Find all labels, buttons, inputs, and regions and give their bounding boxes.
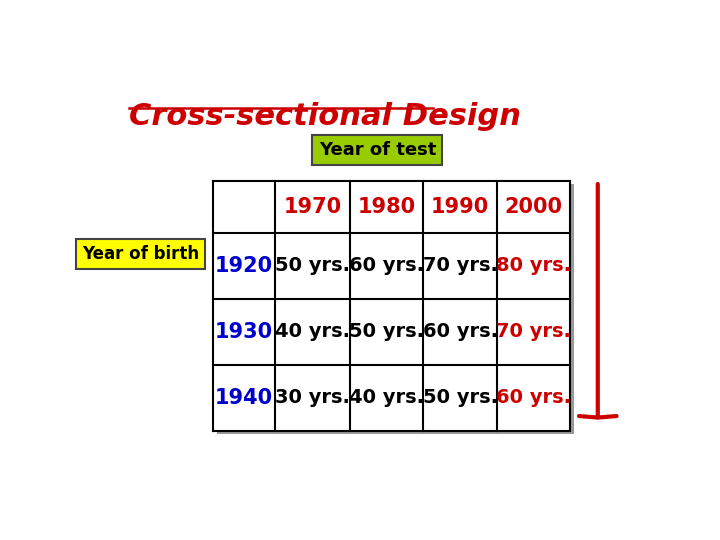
Text: 70 yrs.: 70 yrs. xyxy=(423,256,498,275)
Text: 60 yrs.: 60 yrs. xyxy=(349,256,424,275)
Text: 30 yrs.: 30 yrs. xyxy=(275,388,350,407)
Text: 1930: 1930 xyxy=(215,322,273,342)
Text: 50 yrs.: 50 yrs. xyxy=(423,388,498,407)
Text: 50 yrs.: 50 yrs. xyxy=(275,256,350,275)
Text: 1990: 1990 xyxy=(431,197,489,217)
Text: 1920: 1920 xyxy=(215,256,273,276)
Text: Cross-sectional Design: Cross-sectional Design xyxy=(129,102,521,131)
Text: 2000: 2000 xyxy=(504,197,562,217)
Text: 80 yrs.: 80 yrs. xyxy=(496,256,571,275)
Text: 70 yrs.: 70 yrs. xyxy=(496,322,571,341)
Text: 40 yrs.: 40 yrs. xyxy=(275,322,350,341)
Text: 1980: 1980 xyxy=(358,197,416,217)
Text: Year of birth: Year of birth xyxy=(81,245,199,263)
Text: 1970: 1970 xyxy=(284,197,342,217)
FancyBboxPatch shape xyxy=(217,184,574,434)
Text: 50 yrs.: 50 yrs. xyxy=(349,322,424,341)
Text: 1940: 1940 xyxy=(215,388,273,408)
Text: 40 yrs.: 40 yrs. xyxy=(349,388,424,407)
Text: 60 yrs.: 60 yrs. xyxy=(423,322,498,341)
Text: 60 yrs.: 60 yrs. xyxy=(496,388,571,407)
FancyBboxPatch shape xyxy=(213,181,570,431)
Text: Year of test: Year of test xyxy=(319,141,436,159)
